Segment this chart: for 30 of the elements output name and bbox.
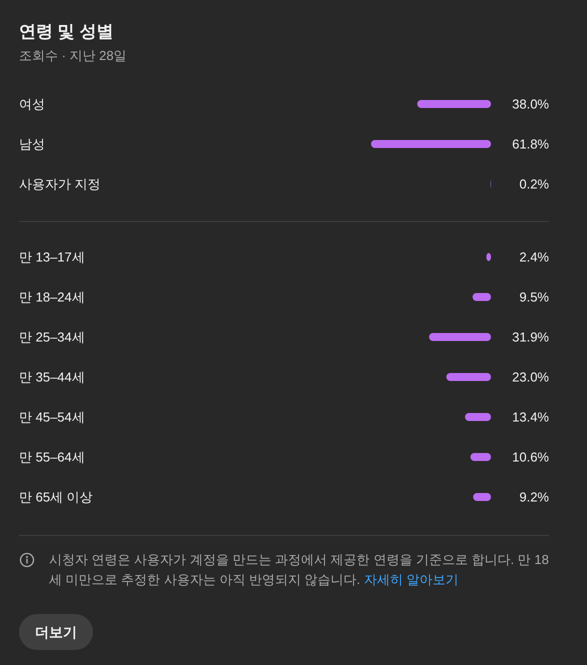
bar: [472, 293, 491, 301]
text: 연령 및 성별: [19, 21, 114, 43]
text: 조회수 · 지난 28일: [19, 47, 128, 65]
data-label: 0.2%: [519, 176, 550, 192]
bar: [446, 373, 491, 381]
data-label: 9.2%: [519, 490, 550, 505]
bar: [464, 413, 491, 421]
y-tick-label: 만 25–34세: [19, 330, 85, 345]
data-label: 9.5%: [519, 290, 550, 305]
y-tick-label: 여성: [19, 96, 45, 112]
data-label: 23.0%: [512, 370, 550, 385]
y-tick-label: 사용자가 지정: [19, 176, 101, 192]
data-label: 31.9%: [512, 330, 550, 345]
button: 더보기: [19, 614, 93, 650]
y-tick-label: 만 65세 이상: [19, 490, 93, 505]
data-label: 61.8%: [512, 136, 550, 152]
text: 자세히 알아보기: [364, 572, 459, 587]
data-label: 38.0%: [512, 96, 550, 112]
y-tick-label: 만 18–24세: [19, 290, 85, 305]
y-tick-label: 남성: [19, 136, 45, 152]
bar: [429, 333, 491, 341]
y-tick-label: 만 45–54세: [19, 410, 85, 425]
data-label: 13.4%: [512, 410, 550, 425]
y-tick-label: 만 55–64세: [19, 450, 85, 465]
bar: [473, 493, 491, 501]
bar: [470, 453, 491, 461]
data-label: 10.6%: [512, 450, 550, 465]
y-tick-label: 만 35–44세: [19, 370, 85, 385]
data-label: 2.4%: [519, 250, 550, 265]
y-tick-label: 만 13–17세: [19, 250, 85, 265]
